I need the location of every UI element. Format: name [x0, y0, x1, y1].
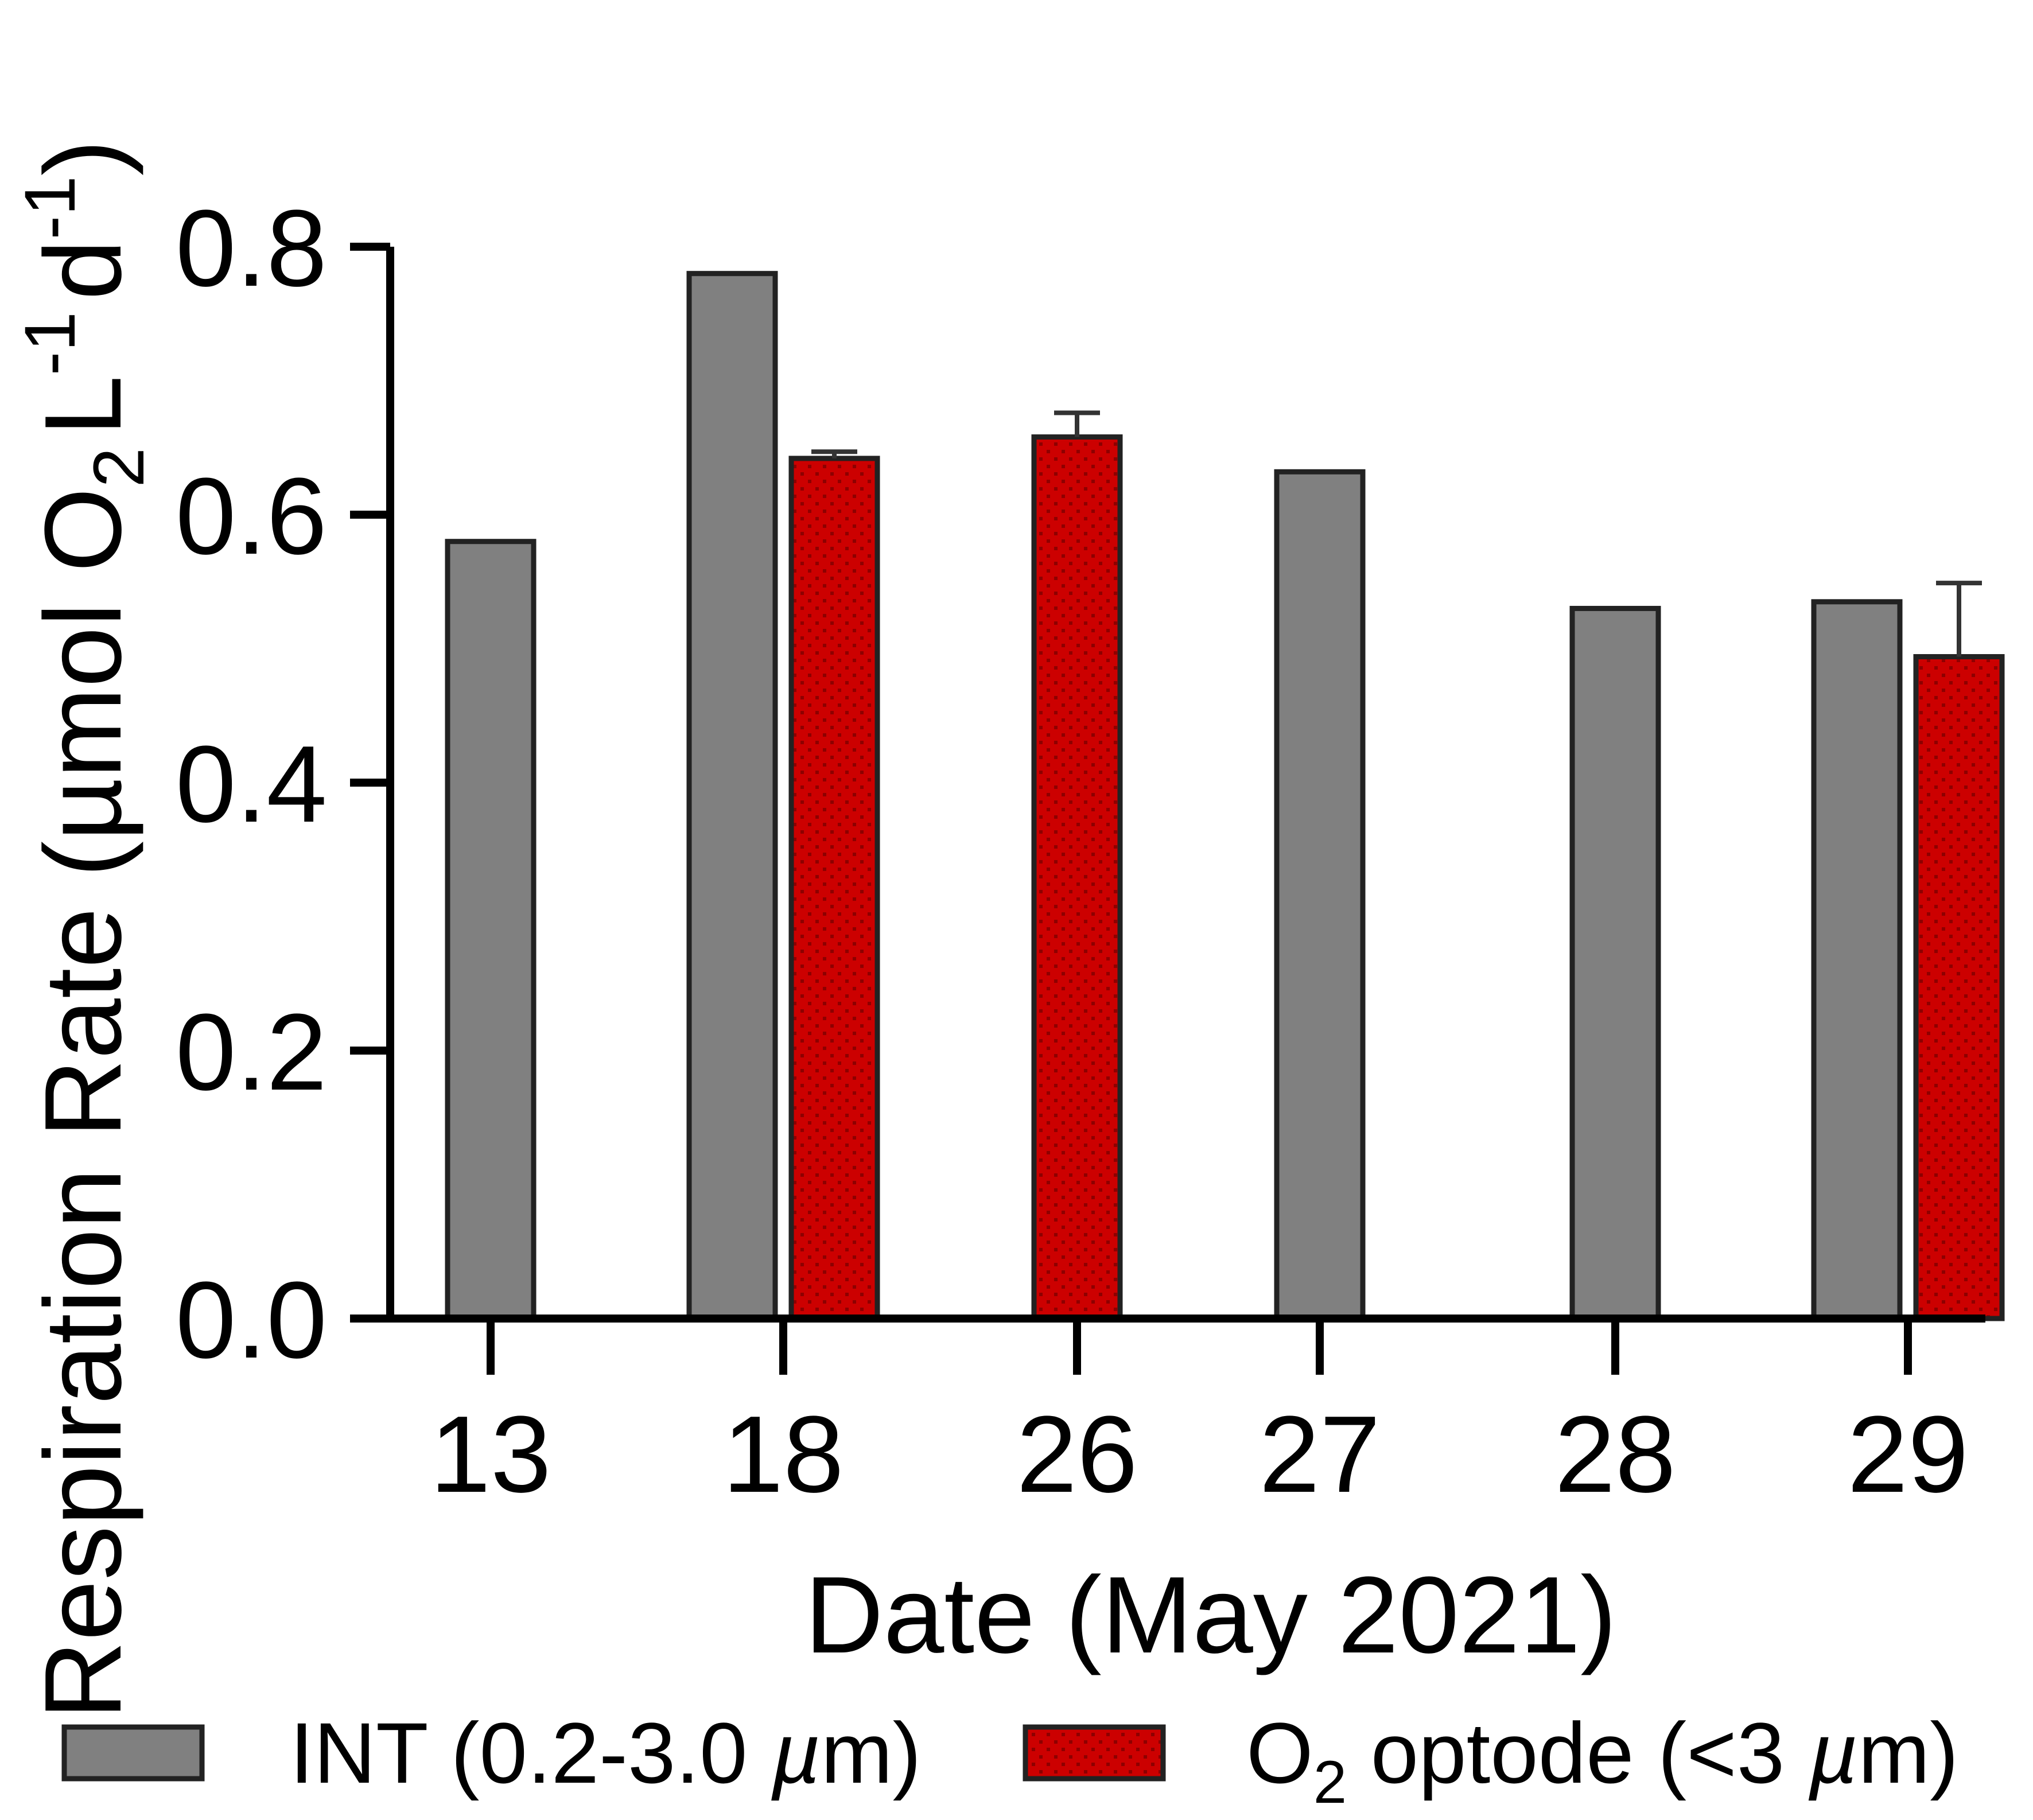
y-axis-title-main: Respiration Rate (µmol O [22, 488, 144, 1720]
bars-layer [445, 271, 2005, 1321]
bar-int-29 [1811, 599, 1903, 1321]
y-axis-title-close: ) [22, 139, 144, 176]
bar-o2-26 [1031, 434, 1123, 1321]
y-axis-title-sup1: -1 [10, 312, 90, 375]
y-tick-label-4: 0.8 [176, 188, 327, 309]
x-tick-label-26: 26 [1016, 1394, 1137, 1515]
legend-swatch-int [61, 1724, 205, 1782]
x-tick-label-13: 13 [430, 1394, 551, 1515]
bar-int-13 [445, 539, 537, 1321]
tick-labels-layer: 0.0 0.2 0.4 0.6 0.8 13 18 26 27 28 29 [176, 188, 1969, 1515]
y-axis-title: Respiration Rate (µmol O2L-1d-1) [10, 139, 159, 1720]
legend-swatch-o2 [1023, 1724, 1166, 1782]
x-axis-title: Date (May 2021) [804, 1554, 1616, 1676]
x-tick-label-18: 18 [722, 1394, 843, 1515]
bar-o2-29 [1913, 654, 2005, 1321]
axes-layer [350, 243, 1985, 1375]
y-tick-label-2: 0.4 [176, 724, 327, 845]
y-axis-title-sup2: -1 [10, 176, 90, 239]
y-axis-title-sub: 2 [79, 448, 159, 488]
y-tick-label-3: 0.6 [176, 456, 327, 577]
legend-label-o2: O2 optode (<3 µm) [1246, 1705, 1958, 1816]
bar-int-27 [1274, 469, 1366, 1321]
bar-int-28 [1569, 605, 1661, 1321]
x-tick-label-28: 28 [1554, 1394, 1676, 1515]
y-axis-title-unit-d: d [22, 239, 144, 300]
y-tick-label-0: 0.0 [176, 1259, 327, 1381]
bar-int-18 [686, 271, 778, 1321]
bar-o2-18 [788, 456, 880, 1321]
legend: INT (0.2-3.0 µm) O2 optode (<3 µm) [61, 1705, 1958, 1816]
legend-label-int: INT (0.2-3.0 µm) [290, 1705, 922, 1801]
x-tick-label-27: 27 [1259, 1394, 1380, 1515]
y-axis-title-unit-L: L [22, 375, 144, 436]
x-tick-label-29: 29 [1847, 1394, 1968, 1515]
y-tick-label-1: 0.2 [176, 991, 327, 1113]
